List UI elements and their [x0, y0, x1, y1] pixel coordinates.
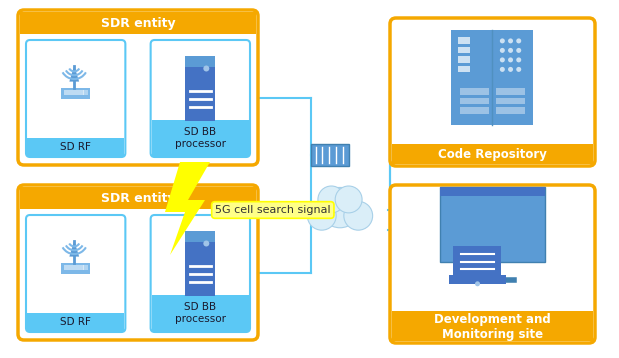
Bar: [454, 246, 501, 275]
Bar: [77, 90, 84, 95]
Text: SD RF: SD RF: [60, 142, 91, 152]
Bar: [460, 107, 489, 113]
Polygon shape: [165, 162, 210, 255]
Bar: [185, 55, 215, 121]
Text: Code Repository: Code Repository: [438, 147, 547, 160]
Circle shape: [344, 201, 373, 230]
Circle shape: [516, 67, 521, 72]
Text: SDR entity: SDR entity: [101, 16, 175, 29]
Text: 5G cell search signal: 5G cell search signal: [215, 205, 331, 215]
Circle shape: [508, 57, 513, 62]
Bar: [185, 231, 215, 295]
Bar: [64, 265, 71, 270]
Bar: [77, 265, 84, 270]
Bar: [83, 90, 89, 95]
Bar: [61, 88, 90, 99]
Bar: [460, 98, 489, 104]
Circle shape: [508, 48, 513, 53]
Bar: [20, 187, 256, 209]
Bar: [451, 29, 534, 125]
Bar: [64, 90, 71, 95]
Bar: [440, 187, 545, 195]
Circle shape: [516, 57, 521, 62]
Bar: [458, 56, 470, 63]
Circle shape: [203, 66, 209, 72]
Bar: [458, 66, 470, 72]
Polygon shape: [69, 66, 79, 82]
Bar: [71, 90, 77, 95]
Bar: [152, 295, 249, 331]
Bar: [152, 120, 249, 156]
Circle shape: [320, 188, 360, 228]
Bar: [61, 263, 90, 274]
Bar: [185, 231, 215, 242]
Bar: [458, 37, 470, 44]
Circle shape: [500, 67, 505, 72]
Text: Development and
Monitoring site: Development and Monitoring site: [434, 313, 551, 341]
Bar: [185, 55, 215, 67]
Circle shape: [335, 186, 362, 213]
Circle shape: [516, 48, 521, 53]
Bar: [460, 88, 489, 95]
Circle shape: [203, 241, 209, 247]
Polygon shape: [69, 241, 79, 257]
Bar: [311, 144, 349, 166]
Bar: [496, 107, 526, 113]
Bar: [392, 144, 593, 164]
Text: SD BB
processor: SD BB processor: [175, 302, 226, 324]
Circle shape: [475, 281, 480, 286]
Circle shape: [308, 201, 336, 230]
Text: SD RF: SD RF: [60, 317, 91, 327]
Bar: [27, 138, 124, 156]
Bar: [496, 88, 526, 95]
Circle shape: [508, 38, 513, 43]
Circle shape: [500, 48, 505, 53]
Text: SDR entity: SDR entity: [101, 192, 175, 204]
Circle shape: [500, 57, 505, 62]
Bar: [440, 187, 545, 261]
Bar: [458, 47, 470, 53]
Bar: [20, 12, 256, 34]
Bar: [449, 275, 506, 284]
Circle shape: [508, 67, 513, 72]
Text: SD BB
processor: SD BB processor: [175, 127, 226, 149]
Bar: [27, 313, 124, 331]
Circle shape: [516, 38, 521, 43]
Circle shape: [500, 38, 505, 43]
Circle shape: [318, 186, 345, 213]
Bar: [392, 311, 593, 341]
Bar: [496, 98, 526, 104]
Bar: [71, 265, 77, 270]
Bar: [83, 265, 89, 270]
